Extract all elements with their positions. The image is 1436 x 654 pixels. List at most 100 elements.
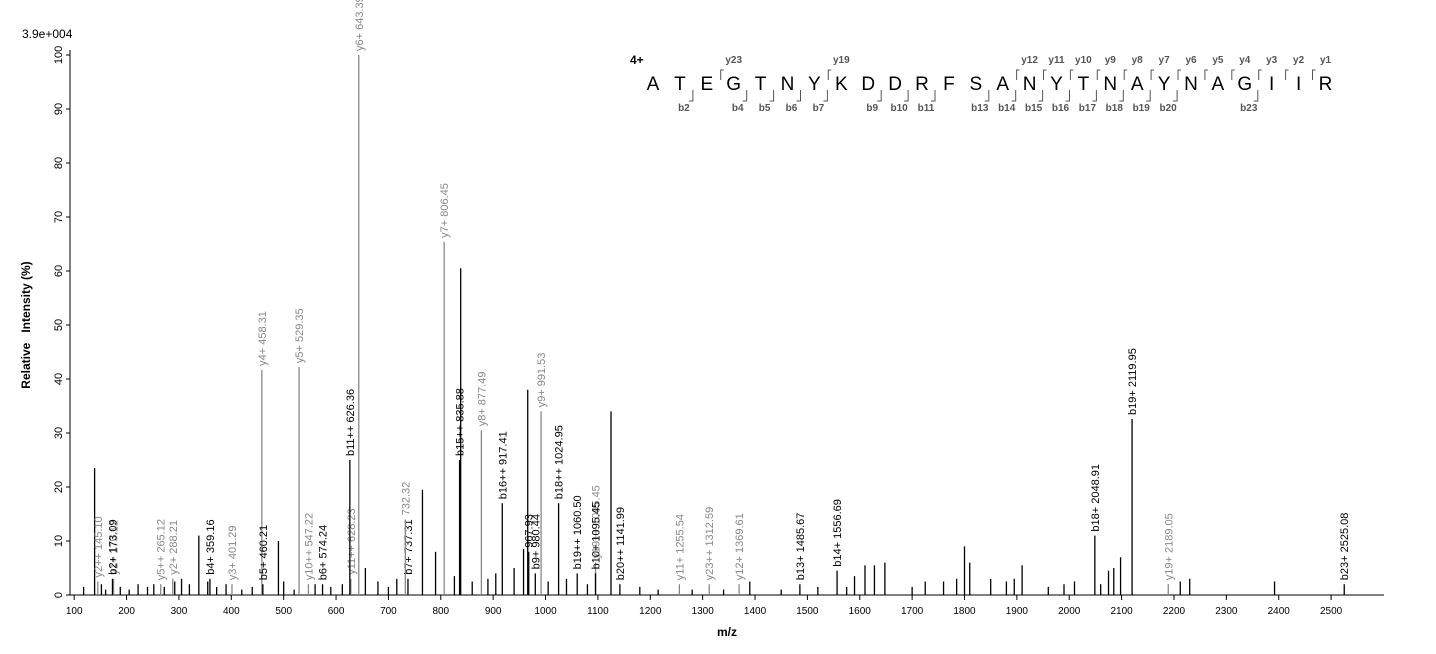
b-ion: b4 <box>732 103 744 114</box>
x-tick-label: 2200 <box>1163 606 1186 617</box>
x-tick-label: 700 <box>380 606 397 617</box>
x-tick-label: 100 <box>66 606 83 617</box>
peak-label: 967.93 <box>524 514 536 548</box>
y-tick-label: 60 <box>53 265 65 277</box>
peak-label: y19+ 2189.05 <box>1163 513 1175 580</box>
b-bracket <box>796 90 801 102</box>
b-ion: b18 <box>1106 103 1124 114</box>
peak-label: y6+ 643.39 <box>354 0 366 51</box>
y-tick-label: 50 <box>53 319 65 331</box>
y-tick-label: 70 <box>53 211 65 223</box>
x-tick-label: 300 <box>171 606 188 617</box>
peak-label: b4+ 359.16 <box>205 519 217 574</box>
x-tick-label: 2000 <box>1058 606 1081 617</box>
y-ion: y9 <box>1105 55 1117 66</box>
peak-label: b19+ 2119.95 <box>1127 348 1139 415</box>
x-tick-label: 1300 <box>692 606 715 617</box>
b-ion: b19 <box>1133 103 1151 114</box>
y-ion: y5 <box>1212 55 1224 66</box>
peak-label: b5+ 460.21 <box>258 525 270 580</box>
x-tick-label: 2100 <box>1110 606 1133 617</box>
y-tick-label: 90 <box>53 103 65 115</box>
x-axis-title: m/z <box>717 625 737 639</box>
residue: N <box>1023 74 1037 95</box>
b-bracket <box>1119 90 1124 102</box>
y-tick-label: 80 <box>53 157 65 169</box>
residue: E <box>700 74 713 95</box>
x-tick-label: 600 <box>328 606 345 617</box>
b-bracket <box>742 90 748 102</box>
residue: K <box>835 74 848 95</box>
residue: T <box>674 74 686 95</box>
peak-label: y1+ 175.12 <box>109 520 121 575</box>
peak-label: b16++ 917.41 <box>497 431 509 499</box>
b-bracket <box>1038 90 1044 102</box>
peak-label: b19++ 1060.50 <box>572 495 584 569</box>
peak-label: y2+ 288.21 <box>168 520 180 575</box>
x-tick-label: 1100 <box>587 606 609 617</box>
y-bracket <box>1016 69 1020 80</box>
b-bracket <box>769 90 775 102</box>
peak-label: y11++ 628.23 <box>346 508 358 574</box>
b-ion: b20 <box>1159 103 1177 114</box>
y-ion: y19 <box>833 55 850 66</box>
peak-label: b6+ 574.24 <box>318 525 330 580</box>
x-tick-label: 1500 <box>796 606 819 617</box>
y-tick-label: 40 <box>53 373 65 385</box>
residue: S <box>969 74 982 95</box>
x-tick-label: 1000 <box>534 606 557 617</box>
b-ion: b5 <box>759 103 771 114</box>
peak-label: b15++ 835.88 <box>455 388 467 456</box>
peak-label: b13+ 1485.67 <box>795 513 807 581</box>
x-tick-label: 1600 <box>849 606 872 617</box>
peak-label: y7+ 806.45 <box>439 183 451 238</box>
y-ion: y4 <box>1239 55 1251 66</box>
peak-label: b11++ 626.36 <box>345 389 357 456</box>
residue: Y <box>808 74 821 95</box>
peak-label: y9+ 991.53 <box>536 353 548 408</box>
b-bracket <box>1253 90 1259 102</box>
residue: I <box>1296 74 1301 95</box>
y-tick-label: 20 <box>53 481 65 493</box>
b-bracket <box>823 90 828 102</box>
peak-label: y10++ 547.22 <box>303 513 315 580</box>
y-bracket <box>1285 69 1289 80</box>
b-bracket <box>877 90 882 102</box>
peak-label: y11+ 1255.54 <box>674 514 686 580</box>
b-ion: b9 <box>866 103 878 114</box>
y-bracket <box>1069 69 1074 80</box>
x-tick-label: 2300 <box>1215 606 1238 617</box>
b-bracket <box>1146 90 1151 102</box>
y-tick-label: 30 <box>53 427 65 439</box>
b-bracket <box>1011 90 1017 102</box>
residue: T <box>755 74 767 95</box>
b-bracket <box>1092 90 1097 102</box>
residue: A <box>1212 74 1225 95</box>
y-bracket <box>1150 69 1155 80</box>
b-bracket <box>1065 90 1070 102</box>
residue: A <box>996 74 1009 95</box>
y-ion: y7 <box>1159 55 1171 66</box>
peak-label: b18++ 1024.95 <box>554 425 566 499</box>
peak-label: y2++ 145.10 <box>93 516 105 577</box>
x-tick-label: 1700 <box>901 606 924 617</box>
peak-label: b10+ 1095.45 <box>591 502 603 570</box>
residue: A <box>1131 74 1144 95</box>
y-ion: y6 <box>1185 55 1197 66</box>
peak-label: y8+ 877.49 <box>476 372 488 427</box>
residue: G <box>726 74 741 95</box>
y-bracket <box>720 69 724 80</box>
b-ion: b15 <box>1025 103 1043 114</box>
y-ion: y12 <box>1021 55 1038 66</box>
x-tick-label: 200 <box>118 606 135 617</box>
y-bracket <box>1204 69 1208 80</box>
y-ion: y10 <box>1075 55 1092 66</box>
peak-label: b14+ 1556.69 <box>832 499 844 567</box>
y-tick-label: 0 <box>53 592 65 598</box>
residue: I <box>1269 74 1274 95</box>
peak-label: b2+ 173.09 <box>107 519 119 574</box>
residue: G <box>1237 74 1252 95</box>
b-ion: b7 <box>813 103 825 114</box>
y-tick-label: 100 <box>53 46 65 64</box>
